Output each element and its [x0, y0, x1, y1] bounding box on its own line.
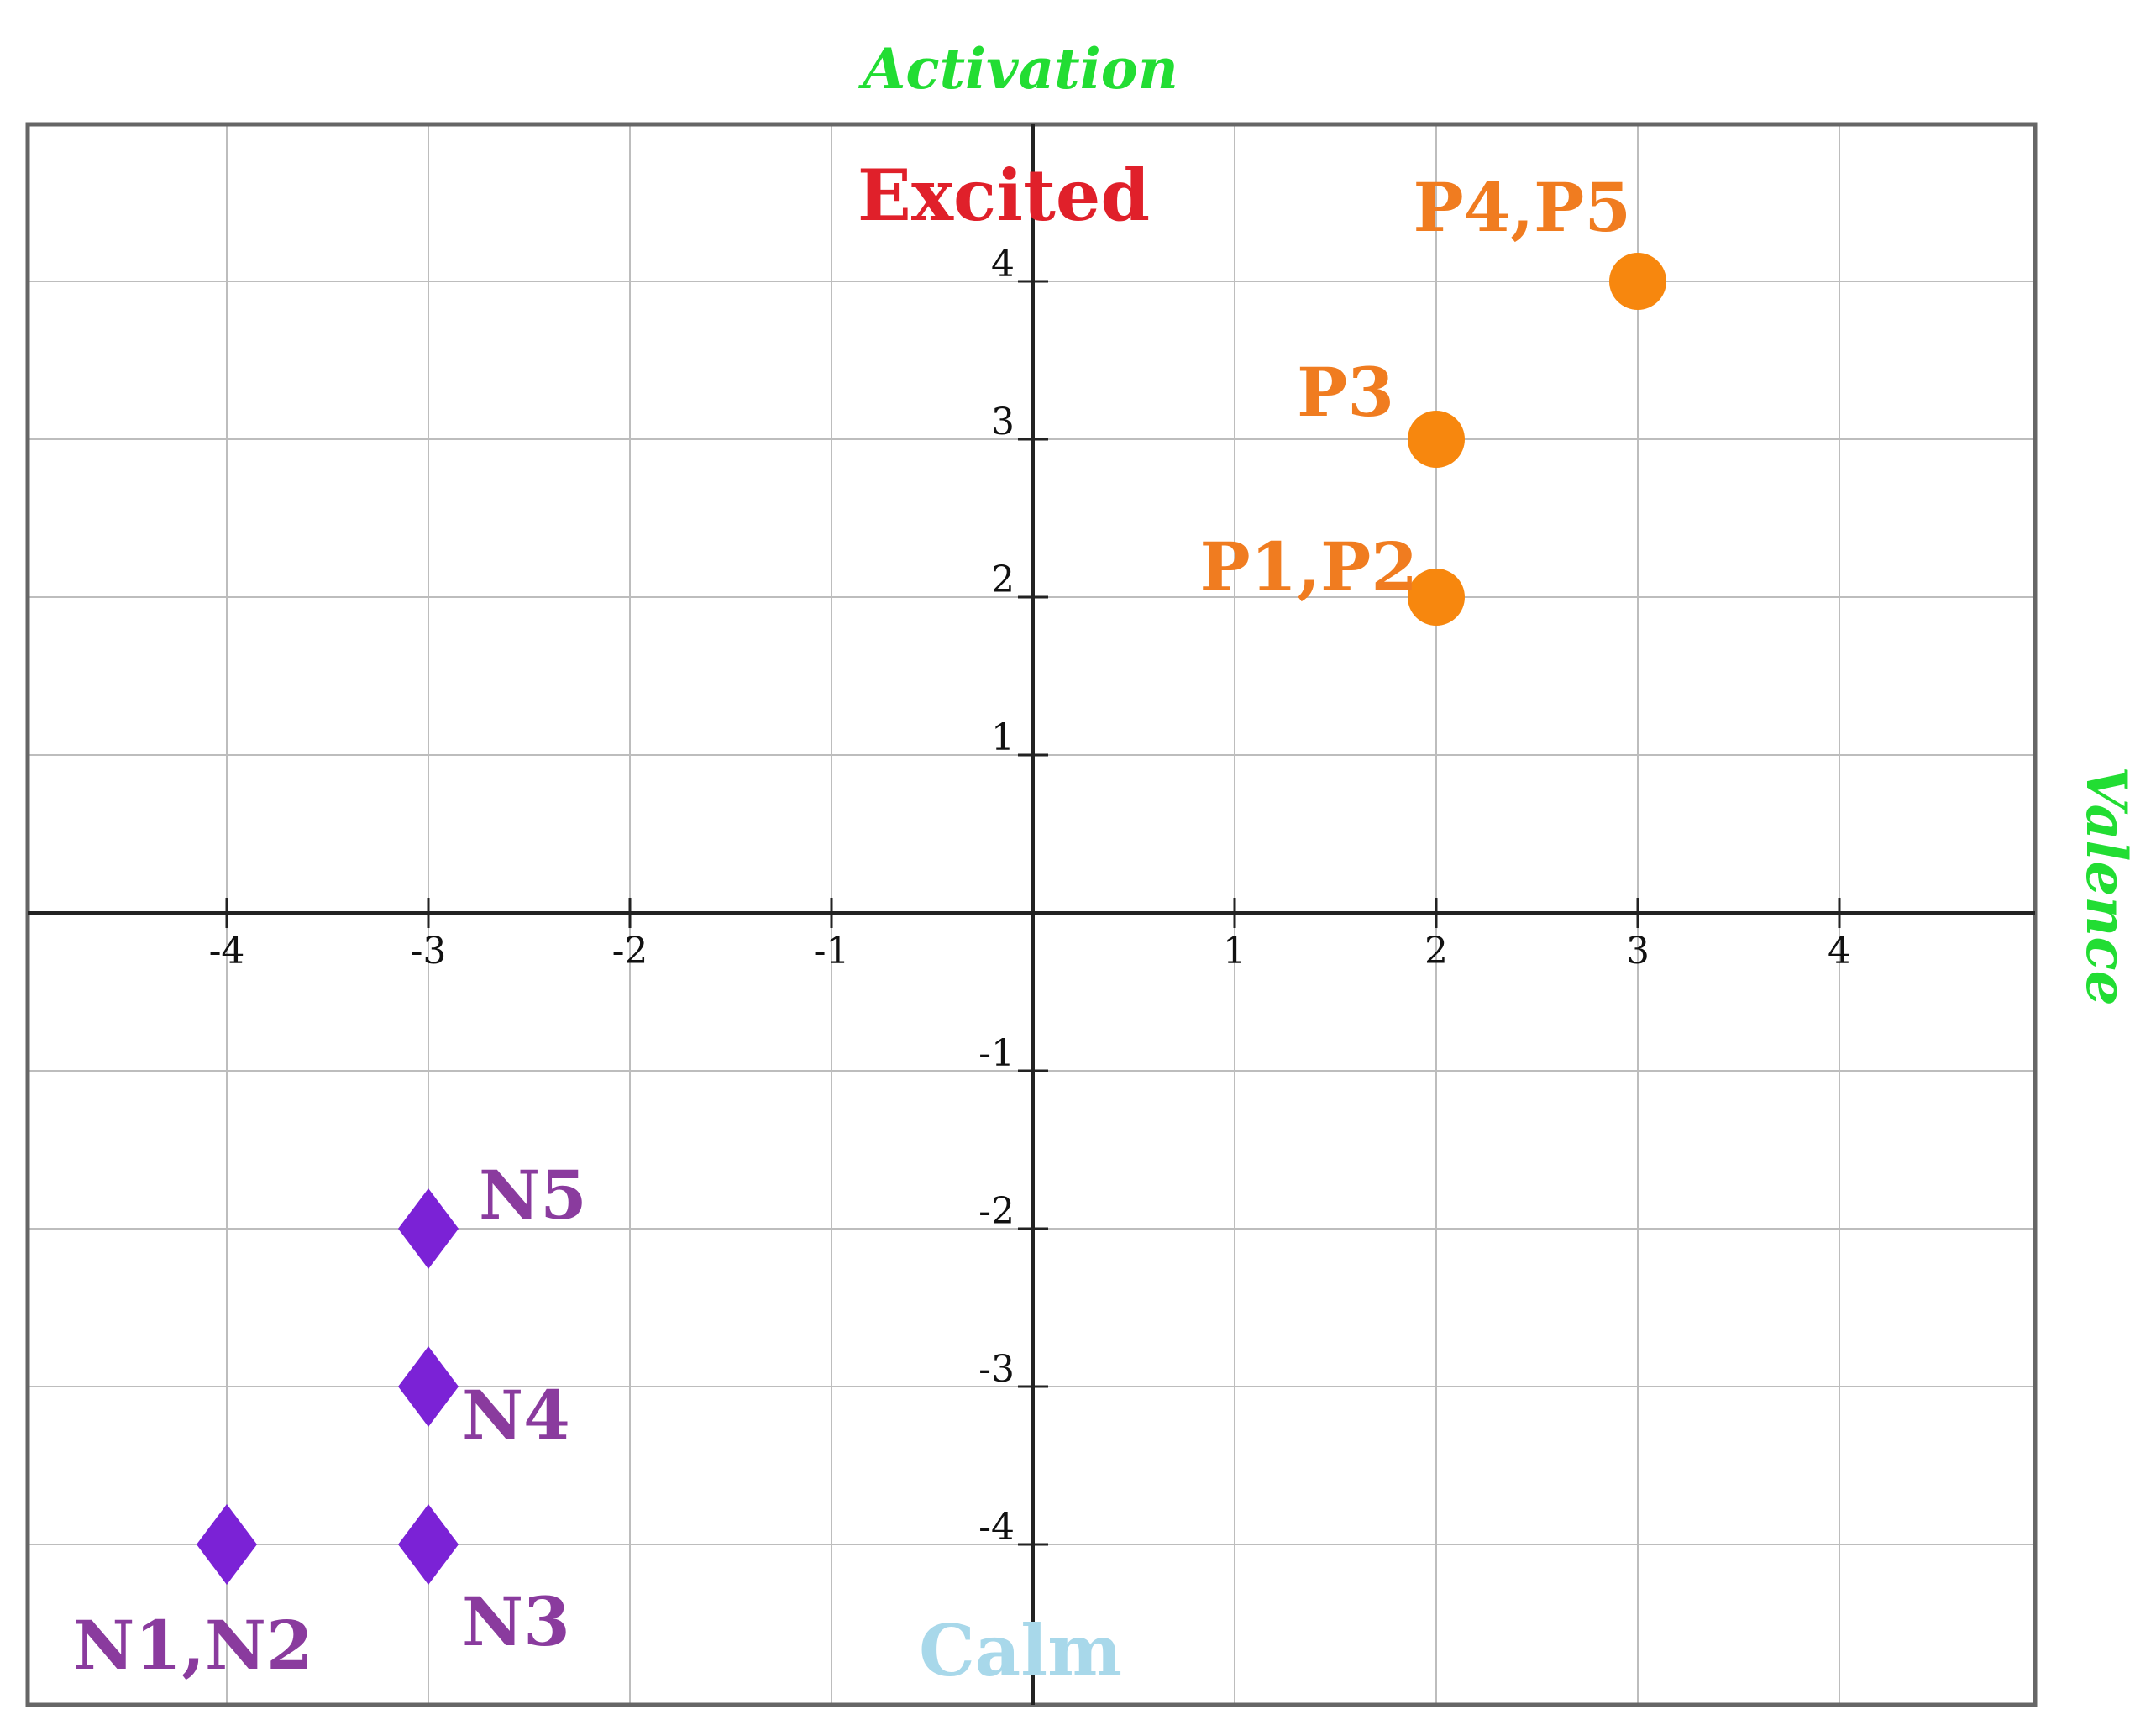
x-tick-label: 1 [1223, 930, 1246, 973]
x-tick-label: 3 [1626, 930, 1650, 973]
y-tick-label: -2 [978, 1190, 1015, 1233]
y-tick-label: 1 [991, 716, 1015, 759]
point-marker-diamond [398, 1188, 459, 1269]
tick-labels: -4 -3 -2 -1 1 2 3 4 4 3 2 1 -1 -2 -3 -4 [209, 243, 1851, 1549]
point-label: N4 [462, 1376, 570, 1455]
point-label: N3 [462, 1582, 570, 1661]
point-label: N1,N2 [73, 1606, 312, 1685]
point-label: P1,P2 [1200, 527, 1419, 606]
point-marker-diamond [398, 1346, 459, 1427]
point-label: P4,P5 [1414, 168, 1632, 247]
point-marker-diamond [398, 1504, 459, 1585]
y-tick-label: -3 [978, 1348, 1015, 1391]
y-tick-label: -4 [978, 1506, 1015, 1549]
y-tick-label: 2 [991, 558, 1015, 601]
y-axis-label: Activation [858, 36, 1178, 102]
point-label: N5 [479, 1156, 587, 1235]
point-marker-diamond [197, 1504, 257, 1585]
x-tick-label: 2 [1424, 930, 1448, 973]
x-tick-label: -1 [814, 930, 850, 973]
data-labels: P1,P2 P3 P4,P5 N1,N2 N3 N4 N5 [73, 168, 1631, 1685]
quadrant-label-excited: Excited [858, 154, 1150, 237]
point-label: P3 [1297, 353, 1394, 432]
axes [25, 122, 2038, 1707]
data-markers [197, 253, 1666, 1585]
point-marker-circle [1408, 569, 1465, 626]
point-marker-circle [1408, 411, 1465, 468]
x-tick-label: -2 [612, 930, 648, 973]
y-tick-label: 4 [991, 243, 1015, 286]
x-tick-label: 4 [1828, 930, 1851, 973]
x-axis-label: Valence [2074, 766, 2139, 1005]
x-tick-label: -4 [209, 930, 245, 973]
quadrant-label-calm: Calm [919, 1609, 1122, 1692]
point-marker-circle [1609, 253, 1666, 310]
y-tick-label: -1 [978, 1032, 1015, 1075]
x-tick-label: -3 [411, 930, 447, 973]
y-tick-label: 3 [991, 401, 1015, 443]
